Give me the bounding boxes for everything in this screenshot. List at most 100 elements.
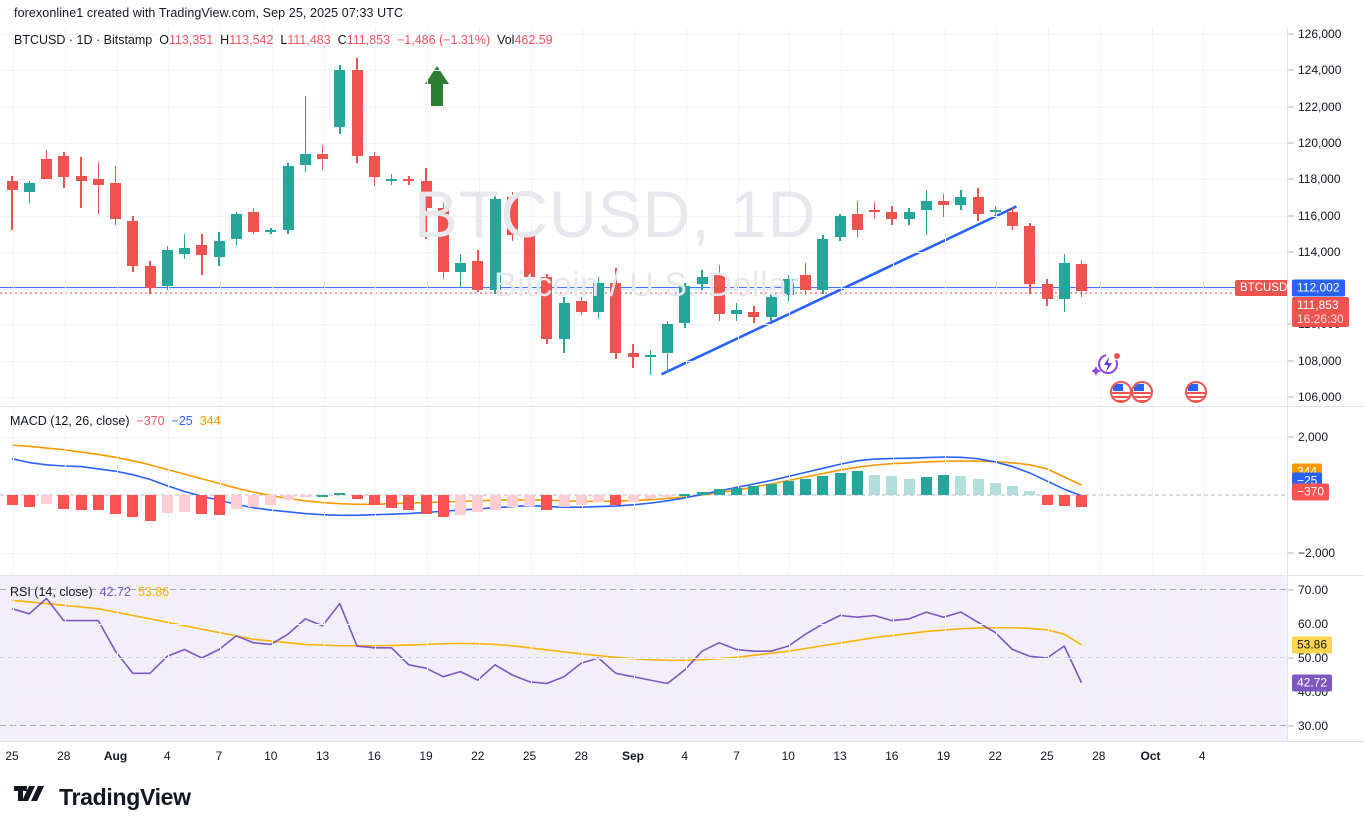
candle-body[interactable] bbox=[782, 279, 794, 296]
candle-body[interactable] bbox=[748, 311, 760, 318]
us-economic-event-2[interactable] bbox=[1131, 381, 1153, 403]
gridline-vertical bbox=[478, 28, 480, 406]
macd-histogram-bar bbox=[506, 495, 518, 508]
us-economic-event-1[interactable] bbox=[1110, 381, 1132, 403]
candle-body[interactable] bbox=[920, 200, 932, 211]
candle-body[interactable] bbox=[662, 324, 673, 354]
macd-series-overlay bbox=[0, 444, 1287, 517]
candle-body[interactable] bbox=[817, 239, 829, 290]
candle-body[interactable] bbox=[92, 179, 104, 185]
macd-histogram-bar bbox=[558, 495, 570, 508]
macd-badge-hist[interactable]: −370 bbox=[1292, 483, 1330, 501]
candle-body[interactable] bbox=[593, 282, 604, 312]
candle-body[interactable] bbox=[41, 159, 52, 180]
candle-body[interactable] bbox=[455, 262, 466, 272]
candle-body[interactable] bbox=[386, 179, 397, 181]
candle-body[interactable] bbox=[161, 249, 173, 287]
gridline-vertical bbox=[788, 28, 790, 406]
candle-body[interactable] bbox=[851, 213, 863, 230]
rsi-badge-value[interactable]: 42.72 bbox=[1292, 674, 1333, 692]
candle-body[interactable] bbox=[299, 153, 311, 165]
candle-body[interactable] bbox=[713, 275, 725, 314]
price-series-overlay bbox=[0, 66, 1287, 376]
candle-body[interactable] bbox=[610, 282, 622, 354]
candle-body[interactable] bbox=[1024, 226, 1036, 285]
rsi-axis[interactable]: 70.00 60.00 50.00 40.00 30.00 53.86 42.72 bbox=[1287, 576, 1364, 741]
macd-histogram-bar bbox=[765, 483, 777, 495]
us-economic-event-3[interactable] bbox=[1185, 381, 1207, 403]
candle-body[interactable] bbox=[196, 244, 208, 256]
price-pane[interactable]: BTCUSD, 1D Bitcoin / U.S. Dollar BTCUSD bbox=[0, 28, 1287, 406]
candle-body[interactable] bbox=[955, 197, 967, 205]
candle-body[interactable] bbox=[627, 353, 639, 358]
candle-body[interactable] bbox=[558, 302, 570, 339]
candle-body[interactable] bbox=[75, 175, 87, 181]
candle-body[interactable] bbox=[23, 182, 35, 192]
macd-histogram-bar bbox=[989, 482, 1001, 495]
candle-body[interactable] bbox=[524, 235, 535, 278]
macd-pane[interactable] bbox=[0, 407, 1287, 575]
candle-body[interactable] bbox=[351, 70, 363, 156]
price-axis-tick: 122,000 bbox=[1298, 99, 1342, 114]
candle-body[interactable] bbox=[110, 182, 121, 220]
candle-body[interactable] bbox=[472, 260, 484, 290]
candle-body[interactable] bbox=[420, 181, 432, 209]
tradingview-logo[interactable]: TradingView bbox=[14, 784, 191, 811]
candle-body[interactable] bbox=[127, 220, 139, 267]
candle-body[interactable] bbox=[230, 213, 242, 240]
time-axis-label: 16 bbox=[885, 749, 899, 763]
candle-body[interactable] bbox=[731, 309, 742, 314]
flag-stripe bbox=[1133, 392, 1151, 394]
candle-body[interactable] bbox=[144, 266, 156, 289]
gridline-vertical bbox=[167, 407, 169, 575]
candle-body[interactable] bbox=[1058, 262, 1070, 299]
sparkle-lightning-icon[interactable] bbox=[1091, 352, 1122, 383]
candle-body[interactable] bbox=[437, 208, 449, 272]
price-axis[interactable]: 126,000 124,000 122,000 120,000 118,000 116,0… bbox=[1287, 27, 1364, 406]
candle-body[interactable] bbox=[506, 197, 518, 236]
candle-body[interactable] bbox=[265, 230, 277, 232]
time-axis[interactable]: 25 28 Aug 4 7 10 13 16 19 22 25 28 Sep 4 7 10 13 16 19 22 25… bbox=[0, 742, 1364, 770]
candle-body[interactable] bbox=[886, 211, 898, 220]
candle-body[interactable] bbox=[334, 70, 346, 127]
candle-body[interactable] bbox=[248, 211, 259, 232]
gridline-vertical bbox=[64, 407, 66, 575]
candle-body[interactable] bbox=[1007, 211, 1018, 227]
candle-body[interactable] bbox=[403, 179, 415, 181]
candle-body[interactable] bbox=[869, 210, 880, 212]
rsi-pane[interactable] bbox=[0, 576, 1287, 741]
candle-body[interactable] bbox=[800, 275, 811, 290]
candle-body[interactable] bbox=[541, 277, 553, 339]
candle-body[interactable] bbox=[58, 155, 70, 178]
rsi-badge-ma[interactable]: 53.86 bbox=[1292, 636, 1333, 654]
candle-body[interactable] bbox=[489, 199, 501, 290]
candle-body[interactable] bbox=[317, 153, 328, 160]
candle-body[interactable] bbox=[6, 181, 18, 191]
gridline-vertical bbox=[478, 407, 480, 575]
candle-body[interactable] bbox=[1076, 263, 1087, 291]
candle-body[interactable] bbox=[834, 215, 846, 238]
price-badge-blue[interactable]: 112,002 bbox=[1292, 279, 1345, 297]
time-axis-label: 7 bbox=[215, 749, 223, 763]
candle-body[interactable] bbox=[368, 155, 380, 178]
gridline-vertical bbox=[1047, 28, 1049, 406]
candle-body[interactable] bbox=[179, 248, 190, 254]
candle-body[interactable] bbox=[765, 297, 777, 318]
candle-body[interactable] bbox=[938, 200, 949, 205]
candle-body[interactable] bbox=[972, 197, 984, 214]
candle-body[interactable] bbox=[679, 286, 691, 323]
candle-body[interactable] bbox=[696, 277, 708, 285]
price-axis-tick: 106,000 bbox=[1298, 390, 1342, 404]
time-axis-label: 16 bbox=[367, 749, 381, 763]
candle-body[interactable] bbox=[575, 300, 587, 312]
candle-body[interactable] bbox=[903, 211, 915, 220]
candle-body[interactable] bbox=[644, 355, 656, 358]
price-badge-red[interactable]: 111,853 16:26:30 bbox=[1292, 297, 1349, 328]
candle-body[interactable] bbox=[282, 166, 294, 230]
candle-wick bbox=[11, 175, 13, 230]
candle-body[interactable] bbox=[213, 240, 225, 258]
candle-body[interactable] bbox=[989, 210, 1001, 212]
candle-body[interactable] bbox=[1041, 284, 1053, 299]
macd-axis[interactable]: 2,000 −2,000 344 −25 −370 bbox=[1287, 407, 1364, 575]
price-axis-tick: 118,000 bbox=[1298, 172, 1341, 187]
